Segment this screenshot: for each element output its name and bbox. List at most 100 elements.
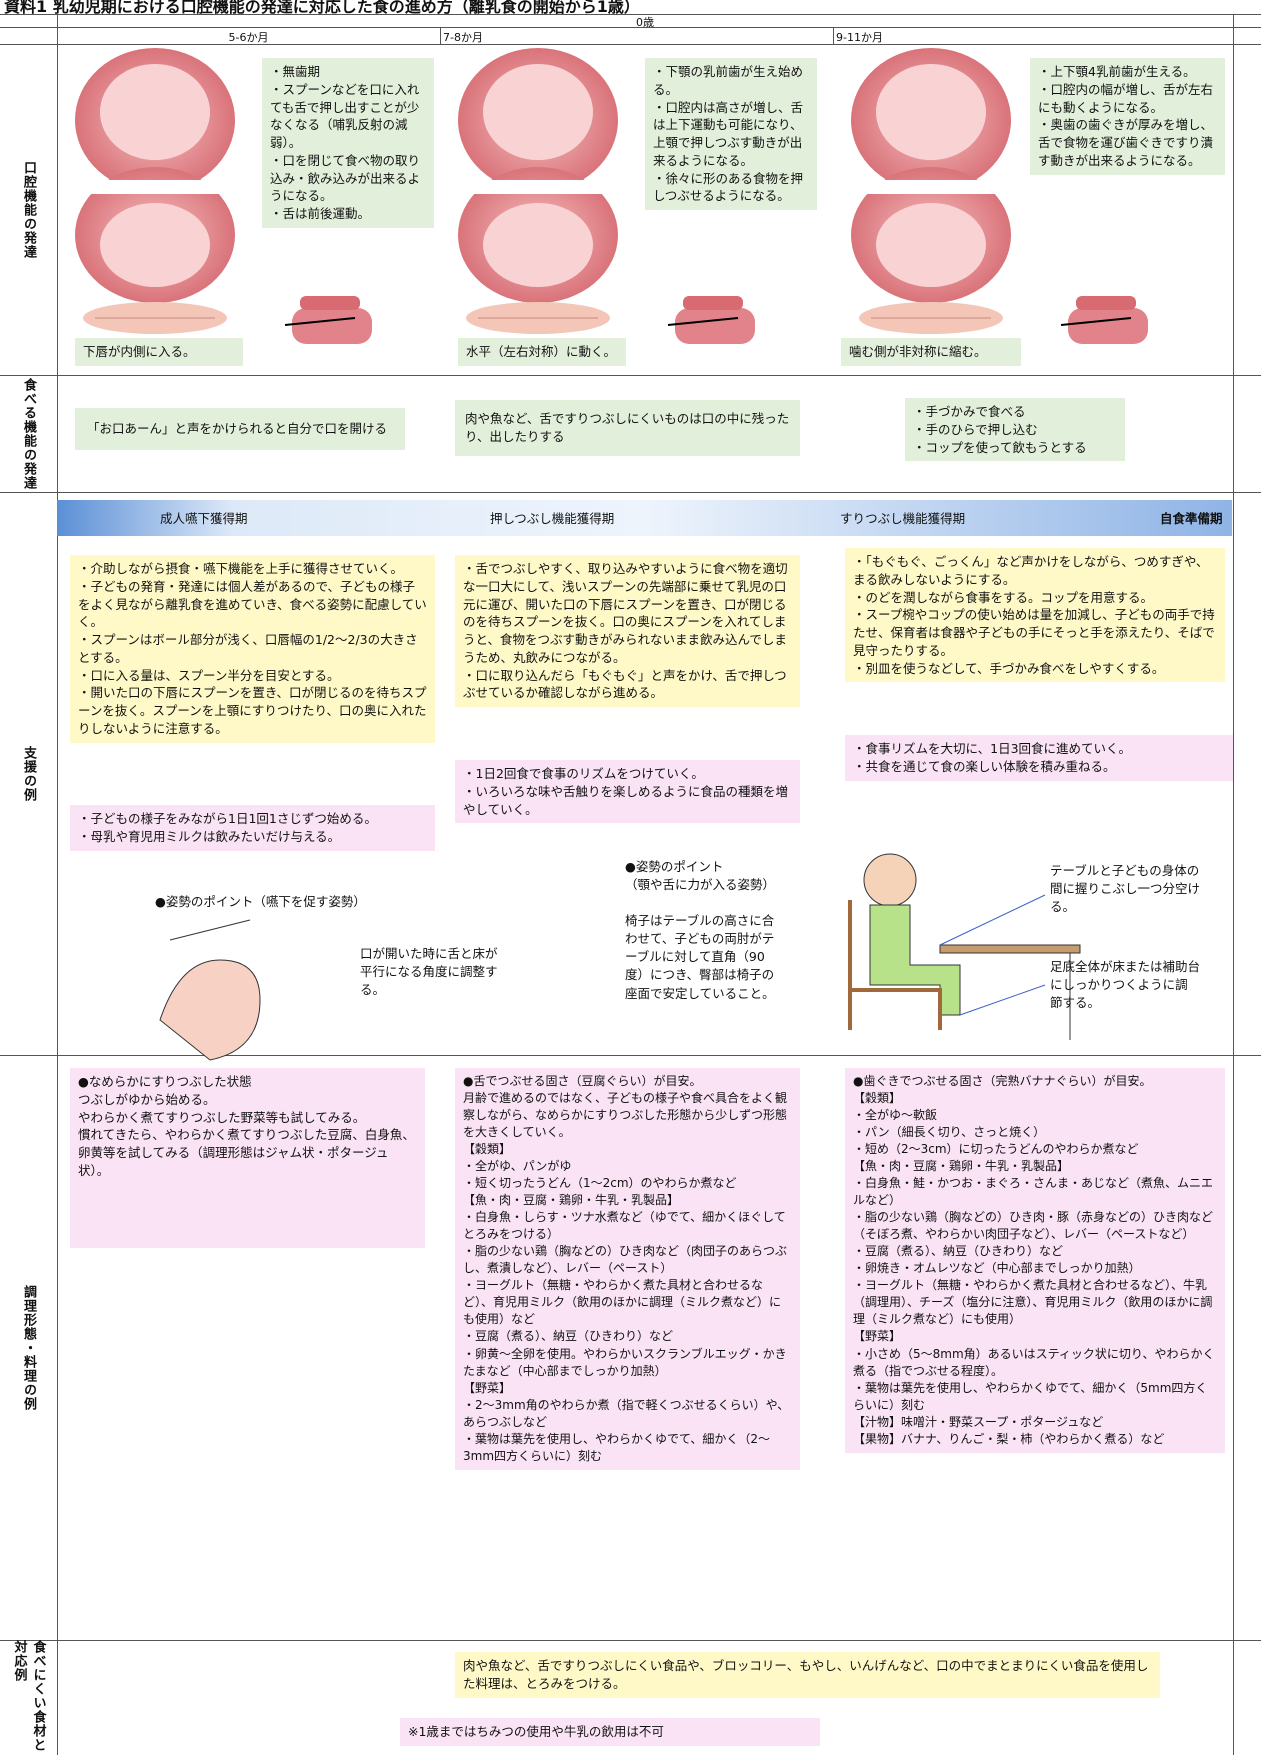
month-header: 9-11か月 <box>836 31 883 44</box>
text-line: ●舌でつぶせる固さ（豆腐ぐらい）が目安。 <box>463 1074 702 1088</box>
text-line: ・口に取り込んだら「もぐもぐ」と声をかけ、舌で押しつぶせているか確認しながら進め… <box>463 667 787 701</box>
text-line: ・卵焼き・オムレツなど（中心部までしっかり加熱） <box>853 1261 1141 1276</box>
text-line: やわらかく煮てすりつぶした野菜等も試してみる。 <box>78 1109 366 1125</box>
text-line: ・別皿を使うなどして、手づかみ食べをしやすくする。 <box>853 660 1165 676</box>
text-line: ・口に入る量は、スプーン半分を目安とする。 <box>78 667 340 683</box>
text-line: 慣れてきたら、やわらかく煮てすりつぶした豆腐、白身魚、卵黄等を試してみる（調理形… <box>78 1127 415 1178</box>
text-line: ・口を閉じて食べ物の取り込み・飲み込みが出来るようになる。 <box>270 152 421 204</box>
posture-note: 足底全体が床または補助台にしっかりつくように調節する。 <box>1050 959 1201 1011</box>
text-line: ・豆腐（煮る）、納豆（ひきわり）など <box>853 1244 1064 1259</box>
text-line: ・全がゆ、パンがゆ <box>463 1159 572 1174</box>
stage-label: 成人嚥下獲得期 <box>160 511 248 526</box>
row-label: 口腔機能の発達 <box>21 160 36 259</box>
text-line: ・口腔内の幅が増し、舌が左右にも動くようになる。 <box>1038 81 1214 115</box>
row-label: 支援の例 <box>21 745 36 802</box>
text-line: ・舌でつぶしやすく、取り込みやすいように食べ物を適切な一口大にして、浅いスプーン… <box>463 561 788 665</box>
text-line: （顎や舌に力が入る姿勢） <box>625 877 776 893</box>
month-header: 5-6か月 <box>228 31 269 44</box>
stage-label: 自食準備期 <box>1160 511 1223 526</box>
age-header: 0歳 <box>636 16 654 29</box>
row-label: 調理形態・料理の例 <box>21 1284 36 1411</box>
text-line: ・母乳や育児用ミルクは飲みたいだけ与える。 <box>78 828 341 844</box>
cooking-note: ●舌でつぶせる固さ（豆腐ぐらい）が目安。月齢で進めるのではなく、子どもの様子や食… <box>455 1068 800 1470</box>
support-pink: ・1日2回食で食事のリズムをつけていく。・いろいろな味や舌触りを楽しめるように食… <box>455 760 800 824</box>
posture-note: テーブルと子どもの身体の間に握りこぶし一つ分空ける。 <box>1050 863 1201 915</box>
posture-text: 口が開いた時に舌と床が平行になる角度に調整する。 <box>360 946 498 998</box>
cooking-note: ●歯ぐきでつぶせる固さ（完熟バナナぐらい）が目安。 【穀類】・全がゆ～軟飯・パン（… <box>845 1068 1225 1453</box>
text-line: ・ヨーグルト（無糖・やわらかく煮た具材と合わせるなど）、育児用ミルク（飲用のほか… <box>463 1278 782 1327</box>
text-line: ●なめらかにすりつぶした状態 <box>78 1074 252 1089</box>
text-line: ・無歯期 <box>270 64 321 79</box>
eating-note: 「お口あーん」と声をかけられると自分で口を開ける <box>75 408 405 450</box>
text-line: 【果物】バナナ、りんご・梨・柿（やわらかく煮る）など <box>853 1431 1165 1446</box>
hard-food-advice: 肉や魚など、舌ですりつぶしにくい食品や、ブロッコリー、もやし、いんげんなど、口の… <box>455 1652 1160 1698</box>
oral-caption: 水平（左右対称）に動く。 <box>458 338 626 366</box>
eating-note: ・手づかみで食べる ・手のひらで押し込む・コップを使って飲もうとする <box>905 398 1125 462</box>
text-line: ・奥歯の歯ぐきが厚みを増し、舌で食物を運び歯ぐきですり潰す動きが出来るようになる… <box>1038 117 1214 168</box>
oral-notes: ・上下顎4乳前歯が生える。・口腔内の幅が増し、舌が左右にも動くようになる。 ・奥歯… <box>1030 58 1225 175</box>
text-line: ・コップを使って飲もうとする <box>913 439 1087 455</box>
text-line: ・パン（細長く切り、さっと焼く） <box>853 1125 1046 1140</box>
posture-text: 椅子はテーブルの高さに合わせて、子どもの両肘がテーブルに対して直角（90度）につ… <box>625 913 775 1001</box>
support-pink: ・食事リズムを大切に、1日3回食に進めていく。 ・共食を通じて食の楽しい体験を積み… <box>845 735 1233 781</box>
eating-note: 肉や魚など、舌ですりつぶしにくいものは口の中に残ったり、出したりする <box>455 400 800 456</box>
text-line: ・舌は前後運動。 <box>270 206 371 221</box>
text-line: ・上下顎4乳前歯が生える。 <box>1038 64 1196 79</box>
hard-food-note: ※1歳まではちみつの使用や牛乳の飲用は不可 <box>400 1718 820 1746</box>
text-line: ●姿勢のポイント <box>625 859 724 874</box>
text-line: ・短く切ったうどん（1～2cm）のやわらか煮など <box>463 1176 737 1191</box>
text-line: 【穀類】 <box>853 1091 902 1106</box>
text-line: ・1日2回食で食事のリズムをつけていく。 <box>463 766 704 781</box>
text-line: ・脂の少ない鶏（胸などの）ひき肉・豚（赤身などの）ひき肉など（そぼろ煮、やわらか… <box>853 1210 1214 1242</box>
text-line: ・短め（2～3cm）に切ったうどんのやわらか煮など <box>853 1142 1139 1157</box>
text-line: ・卵黄～全卵を使用。やわらかいスクランブルエッグ・かきたまなど（中心部までしっか… <box>463 1346 787 1378</box>
support-yellow: ・「もぐもぐ、ごっくん」など声かけをしながら、つめすぎや、まる飲みしないようにす… <box>845 548 1225 683</box>
text-line: ・のどを潤しながら食事をする。コップを用意する。 <box>853 589 1154 605</box>
oral-caption: 下唇が内側に入る。 <box>75 338 243 366</box>
oral-caption: 噛む側が非対称に縮む。 <box>841 338 1021 366</box>
text-line: ・手のひらで押し込む <box>913 421 1038 437</box>
text-line: ・徐々に形のある食物を押しつぶせるようになる。 <box>653 170 804 204</box>
support-yellow: ・舌でつぶしやすく、取り込みやすいように食べ物を適切な一口大にして、浅いスプーン… <box>455 555 800 707</box>
text-line: 【野菜】 <box>853 1329 902 1344</box>
posture-title: ●姿勢のポイント（嚥下を促す姿勢） <box>155 894 366 909</box>
text-line: ・開いた口の下唇にスプーンを置き、口が閉じるのを待ちスプーンを抜く。スプーンを上… <box>78 685 427 736</box>
text-line: ・子どもの発育・発達には個人差があるので、子どもの様子をよく見ながら離乳食を進め… <box>78 578 427 630</box>
text-line: ・子どもの様子をみながら1日1回1さじずつ始める。 <box>78 811 377 826</box>
oral-notes: ・無歯期 ・スプーンなどを口に入れても舌で押し出すことが少なくなる（哺乳反射の減弱… <box>262 58 434 228</box>
text-line: ・葉物は葉先を使用し、やわらかくゆでて、細かく（2～3mm四方くらいに）刻む <box>463 1431 771 1463</box>
text-line: ・「もぐもぐ、ごっくん」など声かけをしながら、つめすぎや、まる飲みしないようにす… <box>853 554 1209 587</box>
text-line: 「お口あーん」と声をかけられると自分で口を開ける <box>87 421 388 436</box>
text-line: ●歯ぐきでつぶせる固さ（完熟バナナぐらい）が目安。 <box>853 1074 1152 1088</box>
text-line: 【汁物】味噌汁・野菜スープ・ポタージュなど <box>853 1414 1104 1429</box>
text-line: ・手づかみで食べる <box>913 404 1026 419</box>
text-line: ・白身魚・しらす・ツナ水煮など（ゆでて、細かくほぐしてとろみをつける） <box>463 1210 786 1242</box>
text-line: ・豆腐（煮る）、納豆（ひきわり）など <box>463 1329 674 1344</box>
text-line: ・2～3mm角のやわらか煮（指で軽くつぶせるくらい）や、あらつぶしなど <box>463 1397 790 1429</box>
text-line: 【穀類】 <box>463 1142 512 1157</box>
text-line: 月齢で進めるのではなく、子どもの様子や食べ具合をよく観察しながら、なめらかにすり… <box>463 1091 788 1140</box>
text-line: ・介助しながら摂食・嚥下機能を上手に獲得させていく。 <box>78 561 404 576</box>
text-line: ・スプーンはボール部分が浅く、口唇幅の1/2～2/3の大きさとする。 <box>78 632 418 665</box>
text-line: ・脂の少ない鶏（胸などの）ひき肉など（肉団子のあらつぶし、煮潰しなど）、レバー（… <box>463 1244 788 1276</box>
doc-title: 資料1 乳幼児期における口腔機能の発達に対応した食の進め方（離乳食の開始から1歳… <box>4 0 640 16</box>
text-line: ・葉物は葉先を使用し、やわらかくゆでて、細かく（5mm四方くらいに）刻む <box>853 1380 1208 1412</box>
stage-label: 押しつぶし機能獲得期 <box>490 511 615 526</box>
text-line: 【魚・肉・豆腐・鶏卵・牛乳・乳製品】 <box>463 1193 680 1208</box>
month-header: 7-8か月 <box>443 31 483 44</box>
support-pink: ・子どもの様子をみながら1日1回1さじずつ始める。 ・母乳や育児用ミルクは飲みたい… <box>70 805 435 851</box>
support-yellow: ・介助しながら摂食・嚥下機能を上手に獲得させていく。・子どもの発育・発達には個人… <box>70 555 435 743</box>
text-line: 【魚・肉・豆腐・鶏卵・牛乳・乳製品】 <box>853 1159 1070 1174</box>
text-line: ・食事リズムを大切に、1日3回食に進めていく。 <box>853 741 1132 756</box>
oral-notes: ・下顎の乳前歯が生え始める。 ・口腔内は高さが増し、舌は上下運動も可能になり、上顎… <box>645 58 817 210</box>
text-line: ・スープ椀やコップの使い始めは量を加減し、子どもの両手で持たせ、保育者は食器や子… <box>853 607 1215 658</box>
posture-title: ●姿勢のポイント （顎や舌に力が入る姿勢） <box>625 858 775 894</box>
cooking-note: ●なめらかにすりつぶした状態 つぶしがゆから始める。やわらかく煮てすりつぶした野菜… <box>70 1068 425 1248</box>
text-line: ・小さめ（5～8mm角）あるいはスティック状に切り、やわらかく煮る（指でつぶせる… <box>853 1346 1215 1378</box>
text-line: つぶしがゆから始める。 <box>78 1091 216 1107</box>
text-line: ・いろいろな味や舌触りを楽しめるように食品の種類を増やしていく。 <box>463 783 789 817</box>
text-line: ・全がゆ～軟飯 <box>853 1108 938 1123</box>
text-line: 肉や魚など、舌ですりつぶしにくいものは口の中に残ったり、出したりする <box>465 411 790 444</box>
